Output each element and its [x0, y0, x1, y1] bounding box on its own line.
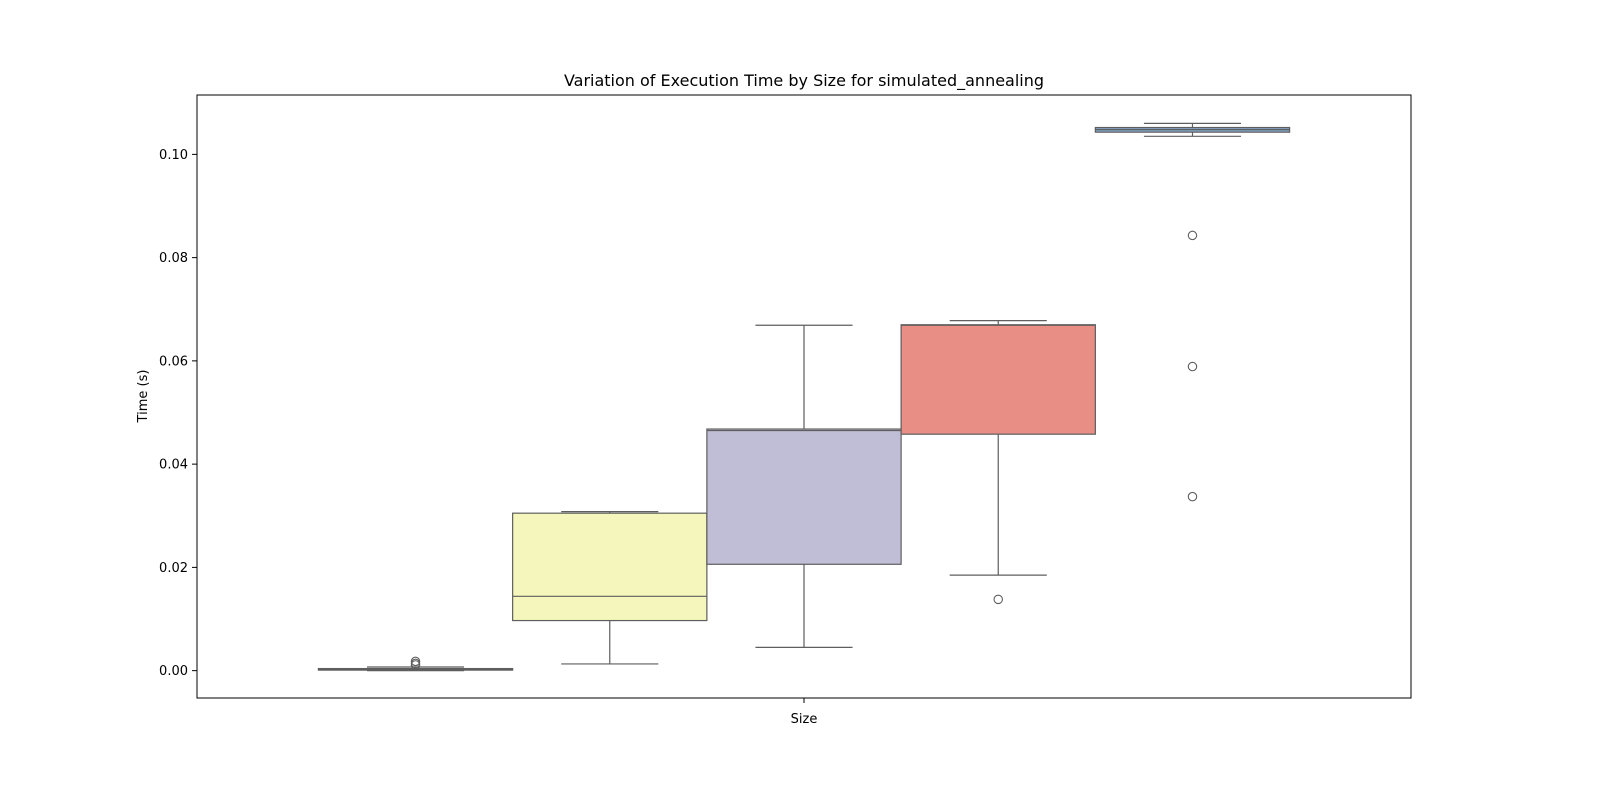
box-series-3	[706, 324, 902, 649]
y-tick-label: 0.02	[159, 561, 188, 576]
box-series-group	[317, 122, 1291, 672]
outlier-point	[993, 594, 1003, 605]
y-axis-ticks: 0.00 0.02 0.04 0.06 0.08 0.10	[159, 148, 197, 679]
outlier-point	[410, 656, 421, 667]
outlier-point	[1187, 361, 1198, 372]
box-series-1	[317, 656, 514, 672]
box-series-4	[900, 320, 1096, 605]
box-iqr	[706, 428, 902, 565]
box-iqr	[512, 512, 708, 622]
chart-title: Variation of Execution Time by Size for …	[564, 71, 1044, 91]
y-axis-label: Time (s)	[136, 370, 151, 424]
y-tick-label: 0.04	[159, 458, 188, 473]
y-tick-label: 0.00	[159, 664, 188, 679]
x-axis-label: Size	[791, 712, 818, 727]
outlier-point	[1187, 491, 1198, 502]
box-iqr	[900, 324, 1096, 435]
y-tick-label: 0.06	[159, 354, 188, 369]
y-tick-label: 0.10	[159, 148, 188, 163]
box-series-2	[512, 511, 708, 665]
box-series-5	[1094, 122, 1291, 502]
y-tick-label: 0.08	[159, 251, 188, 266]
outlier-point	[1187, 230, 1198, 241]
